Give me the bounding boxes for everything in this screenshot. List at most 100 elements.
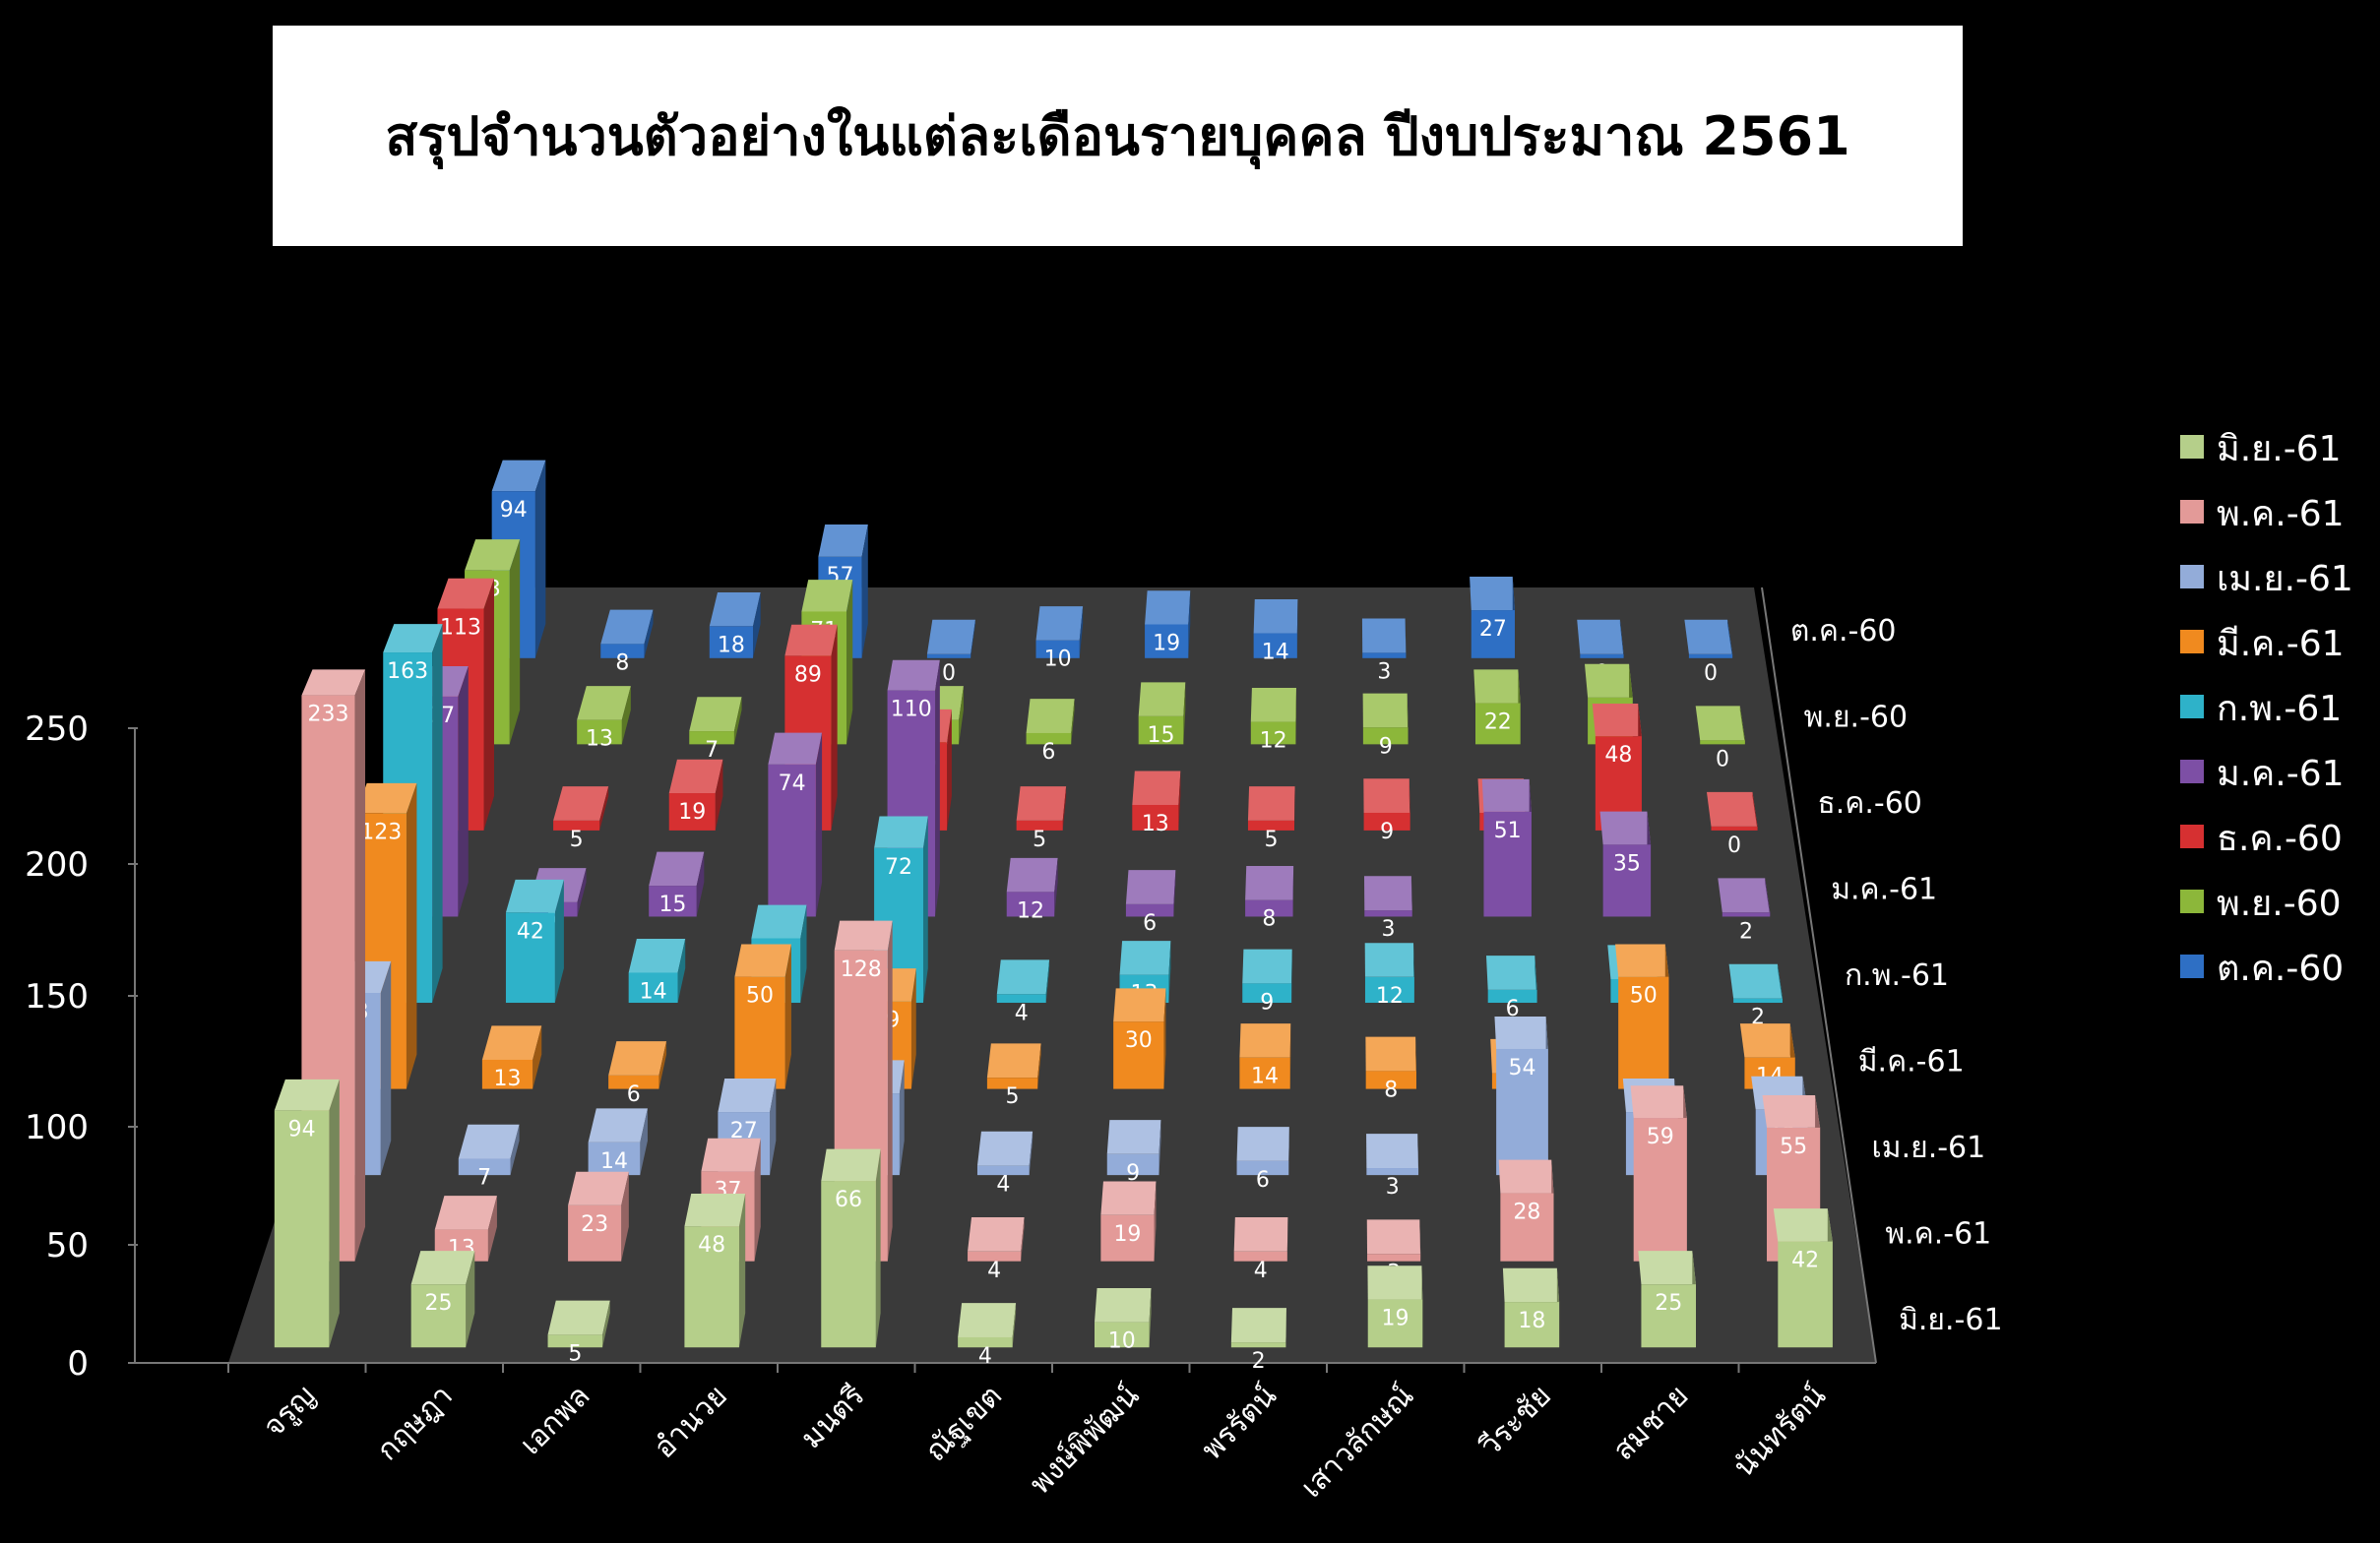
data-label: 18 <box>718 633 745 657</box>
bar-side <box>1021 1216 1025 1262</box>
bar: 6 <box>1125 870 1176 936</box>
bar-side <box>1045 959 1050 1004</box>
bar-top <box>600 609 654 645</box>
data-label: 23 <box>581 1212 608 1237</box>
bar: 94 <box>274 1079 340 1348</box>
x-tick-label: กฤษฎา <box>370 1379 460 1468</box>
bar-top <box>1718 878 1771 913</box>
x-tick-label: นันทรัตน์ <box>1726 1379 1832 1484</box>
bar-side <box>1149 1287 1152 1348</box>
y-tick-label: 150 <box>25 977 89 1017</box>
bar-top <box>1236 1127 1289 1161</box>
data-label: 19 <box>1381 1307 1409 1331</box>
bar: 18 <box>709 591 761 658</box>
legend-label: ก.พ.-61 <box>2217 689 2342 729</box>
depth-tick-label: พ.ย.-60 <box>1804 700 1908 734</box>
bar-side <box>1037 1043 1041 1089</box>
bar-top <box>649 851 705 887</box>
data-label: 163 <box>387 659 428 684</box>
bar: 4 <box>968 1216 1025 1283</box>
bar-side <box>532 1025 542 1089</box>
bar-top <box>1113 988 1166 1022</box>
bar-top <box>434 1196 497 1230</box>
bar-top <box>1233 1216 1288 1252</box>
bar-side <box>1159 1120 1161 1176</box>
data-label: 0 <box>1716 747 1729 772</box>
bar-top <box>1100 1181 1157 1215</box>
bar-top <box>1006 857 1058 893</box>
x-tick-label: มนตรี <box>794 1379 871 1455</box>
bar-front <box>1367 1299 1423 1348</box>
bar-front <box>1253 633 1297 658</box>
bar-side <box>1188 590 1191 658</box>
data-label: 25 <box>1655 1291 1682 1316</box>
data-label: 10 <box>1108 1329 1136 1354</box>
bar-side <box>1071 699 1075 745</box>
data-label: 59 <box>1647 1125 1674 1149</box>
data-label: 6 <box>1041 740 1055 765</box>
data-label: 19 <box>1153 631 1180 655</box>
bar-side <box>715 759 723 831</box>
bar-top <box>1363 876 1412 911</box>
data-label: 25 <box>424 1291 452 1316</box>
bar-front <box>1245 899 1293 917</box>
bar-side <box>1163 988 1166 1089</box>
bar-front <box>1474 703 1521 745</box>
bar-side <box>602 1300 610 1348</box>
bar-top <box>801 580 853 612</box>
bar-top <box>1630 1085 1687 1119</box>
bar-front <box>968 1251 1022 1262</box>
bar: 42 <box>505 879 564 1004</box>
bar-side <box>846 580 853 745</box>
bar-front <box>1016 820 1063 831</box>
bar: 59 <box>1630 1085 1687 1262</box>
bar-side <box>510 1124 520 1176</box>
bar-top <box>1615 944 1669 977</box>
bar-front <box>1602 844 1652 917</box>
bar: 2 <box>1718 878 1771 944</box>
bar-top <box>1584 663 1633 698</box>
bar: 35 <box>1599 811 1652 917</box>
data-label: 12 <box>1260 729 1287 754</box>
bar-top <box>505 879 564 913</box>
bar: 48 <box>1592 703 1642 831</box>
depth-tick-label: พ.ค.-61 <box>1885 1217 1991 1252</box>
bar-top <box>1364 943 1414 977</box>
legend-swatch <box>2180 955 2204 978</box>
data-label: 10 <box>1044 648 1072 672</box>
bar-side <box>1079 606 1084 658</box>
bar-front <box>1633 1118 1687 1262</box>
bar-front <box>821 1181 876 1348</box>
bar-front <box>1106 1153 1159 1176</box>
bar-top <box>355 782 417 814</box>
data-label: 9 <box>1379 734 1393 759</box>
bar-side <box>784 944 791 1089</box>
bar-front <box>684 1226 739 1348</box>
bar: 12 <box>1250 687 1297 754</box>
bar: 6 <box>1026 699 1075 765</box>
bar-side <box>770 1079 777 1176</box>
bar-front <box>1113 1021 1164 1089</box>
bar: 13 <box>577 686 631 752</box>
bar-top <box>1498 1159 1554 1194</box>
bar: 12 <box>1006 857 1058 923</box>
bar-side <box>1765 878 1771 917</box>
bar: 14 <box>1253 599 1298 665</box>
bar: 8 <box>600 609 654 675</box>
bar-side <box>432 624 443 1004</box>
bar-top <box>588 1108 648 1142</box>
bar: 14 <box>588 1108 648 1176</box>
bar-side <box>658 1041 667 1089</box>
bar-side <box>947 709 952 831</box>
bar-top <box>1473 669 1521 704</box>
x-tick-label: ณัฐเขต <box>918 1379 1009 1469</box>
bar-top <box>751 904 807 939</box>
bar-side <box>1619 619 1624 658</box>
bar-top <box>1363 778 1410 813</box>
bar-top <box>709 591 761 627</box>
bar-top <box>1145 590 1191 625</box>
x-tick-label: พรรัตน์ <box>1195 1379 1284 1467</box>
data-label: 3 <box>1382 917 1396 942</box>
bar-top <box>887 659 940 691</box>
bar-side <box>406 782 417 1089</box>
